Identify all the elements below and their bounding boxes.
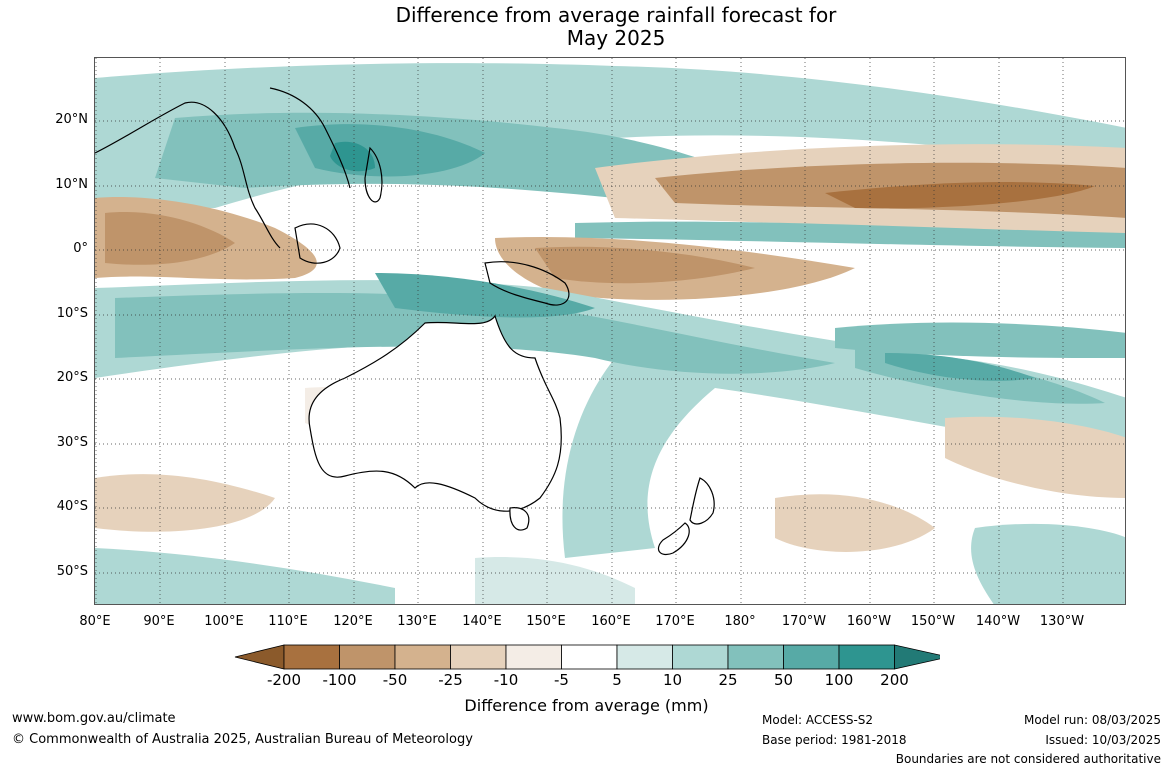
anomaly-region bbox=[835, 322, 1125, 358]
lon-label: 120°E bbox=[333, 614, 373, 629]
legend-tick-label: -10 bbox=[493, 671, 519, 689]
model-run-date: Model run: 08/03/2025 bbox=[1023, 713, 1161, 727]
lon-label: 170°E bbox=[655, 614, 695, 629]
legend-tick-label: 100 bbox=[824, 671, 854, 689]
base-period: Base period: 1981-2018 bbox=[762, 733, 907, 747]
lon-label: 160°W bbox=[846, 614, 892, 629]
lon-label: 170°W bbox=[781, 614, 827, 629]
lon-label: 130°E bbox=[397, 614, 437, 629]
map-canvas bbox=[95, 58, 1125, 604]
australia-outline bbox=[308, 314, 562, 512]
new-guinea-outline bbox=[484, 261, 570, 306]
legend-swatch bbox=[727, 644, 784, 670]
title-line-1: Difference from average rainfall forecas… bbox=[395, 3, 837, 27]
map-title: Difference from average rainfall forecas… bbox=[0, 4, 1173, 50]
lon-label: 110°E bbox=[268, 614, 308, 629]
lon-label: 90°E bbox=[143, 614, 175, 629]
anomaly-region bbox=[885, 353, 1035, 381]
philippines-outline bbox=[364, 146, 383, 203]
lon-label: 140°W bbox=[975, 614, 1021, 629]
anomaly-region bbox=[775, 494, 935, 552]
legend-tick-label: 200 bbox=[880, 671, 909, 689]
legend-swatch bbox=[283, 644, 340, 670]
anomaly-region bbox=[971, 523, 1125, 604]
lat-label: 10°N bbox=[55, 177, 88, 192]
legend-tick-label: 50 bbox=[773, 671, 794, 689]
lat-label: 20°N bbox=[55, 112, 88, 127]
new-zealand-outline bbox=[689, 477, 715, 525]
legend-swatch bbox=[234, 644, 285, 670]
legend-swatch bbox=[672, 644, 729, 670]
lat-label: 40°S bbox=[56, 499, 88, 514]
lat-label: 20°S bbox=[56, 370, 88, 385]
legend-tick-label: -50 bbox=[382, 671, 408, 689]
anomaly-region bbox=[105, 212, 235, 265]
legend-tick-label: -25 bbox=[438, 671, 463, 689]
lat-label: 0° bbox=[73, 241, 88, 256]
legend-swatch bbox=[561, 644, 618, 670]
rainfall-anomaly-map bbox=[94, 57, 1126, 605]
lon-label: 180° bbox=[724, 614, 756, 629]
legend-swatch bbox=[450, 644, 507, 670]
legend-tick-label: -200 bbox=[266, 671, 302, 689]
legend-swatch bbox=[394, 644, 451, 670]
legend-swatch bbox=[838, 644, 895, 670]
lon-label: 100°E bbox=[204, 614, 244, 629]
legend-colorbar bbox=[234, 644, 940, 670]
legend-tick-label: 5 bbox=[612, 671, 622, 689]
website-link[interactable]: www.bom.gov.au/climate bbox=[12, 711, 176, 726]
anomaly-region bbox=[825, 182, 1095, 209]
title-line-2: May 2025 bbox=[566, 26, 666, 50]
anomaly-region bbox=[95, 474, 275, 532]
model-name: Model: ACCESS-S2 bbox=[762, 713, 874, 727]
new-zealand-outline bbox=[658, 522, 690, 556]
anomaly-region bbox=[575, 221, 1125, 248]
anomaly-region bbox=[475, 557, 635, 604]
legend-title: Difference from average (mm) bbox=[464, 696, 709, 715]
legend-swatch bbox=[505, 644, 562, 670]
borneo-outline bbox=[294, 223, 341, 264]
lon-label: 140°E bbox=[462, 614, 502, 629]
lon-label: 150°W bbox=[910, 614, 956, 629]
legend-swatch bbox=[616, 644, 673, 670]
legend-tick-label: -5 bbox=[554, 671, 569, 689]
asia-outline bbox=[95, 101, 281, 249]
legend-swatch bbox=[339, 644, 396, 670]
tasmania-outline bbox=[509, 507, 530, 531]
lon-label: 130°W bbox=[1039, 614, 1085, 629]
copyright-text: © Commonwealth of Australia 2025, Austra… bbox=[12, 732, 473, 747]
legend-swatch bbox=[783, 644, 840, 670]
lat-label: 50°S bbox=[56, 564, 88, 579]
issued-date: Issued: 10/03/2025 bbox=[1045, 733, 1161, 747]
legend-swatch bbox=[894, 644, 940, 670]
graticule bbox=[95, 58, 1125, 604]
boundaries-disclaimer: Boundaries are not considered authoritat… bbox=[895, 752, 1161, 766]
lon-label: 80°E bbox=[79, 614, 111, 629]
anomaly-region bbox=[945, 416, 1125, 498]
legend-tick-label: -100 bbox=[322, 671, 357, 689]
anomaly-region bbox=[95, 548, 395, 604]
asia-outline bbox=[269, 87, 351, 189]
anomaly-region bbox=[535, 246, 755, 284]
lon-label: 160°E bbox=[591, 614, 631, 629]
lon-label: 150°E bbox=[526, 614, 566, 629]
legend-tick-label: 10 bbox=[662, 671, 683, 689]
lat-label: 10°S bbox=[56, 306, 88, 321]
anomaly-region bbox=[375, 273, 595, 318]
lat-label: 30°S bbox=[56, 435, 88, 450]
legend-tick-label: 25 bbox=[718, 671, 738, 689]
